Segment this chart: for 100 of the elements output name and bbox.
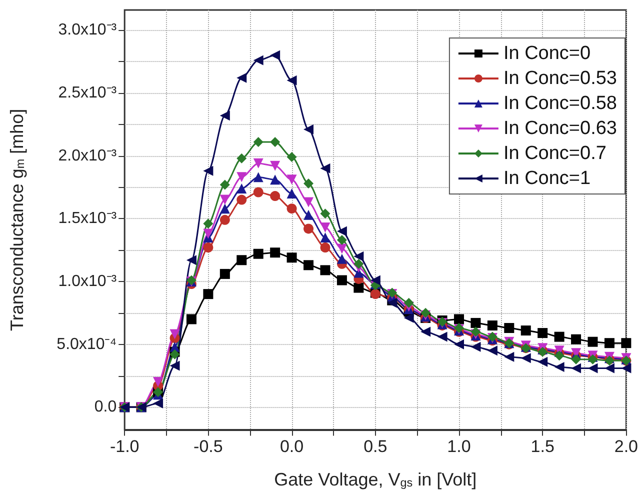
point xyxy=(470,318,481,328)
point xyxy=(588,363,598,374)
point xyxy=(504,352,514,362)
point xyxy=(220,194,230,205)
point xyxy=(320,265,330,276)
point xyxy=(236,172,247,182)
point xyxy=(170,360,180,371)
point xyxy=(420,326,431,337)
point xyxy=(270,50,280,60)
point xyxy=(538,328,548,338)
point xyxy=(236,153,247,164)
point xyxy=(470,326,481,337)
point xyxy=(304,178,314,188)
point xyxy=(354,258,364,269)
point xyxy=(304,260,314,270)
point xyxy=(354,282,364,293)
x-tick-label: -0.5 xyxy=(194,436,223,456)
point xyxy=(336,275,347,286)
point xyxy=(336,244,347,254)
y-tick-label: 1.5x10⁻³ xyxy=(58,210,118,228)
point xyxy=(621,338,632,348)
point xyxy=(470,342,481,352)
y-tick-label: 3.0x10⁻³ xyxy=(58,22,118,39)
point xyxy=(270,174,280,185)
point xyxy=(253,187,264,198)
point xyxy=(487,346,498,356)
point xyxy=(286,152,297,162)
point xyxy=(170,349,180,360)
legend-label: In Conc=1 xyxy=(503,168,591,189)
y-tick-label: 1.0x10⁻³ xyxy=(58,272,118,290)
point xyxy=(186,314,196,324)
point xyxy=(538,356,548,367)
point xyxy=(304,210,314,220)
point xyxy=(354,251,364,262)
point xyxy=(554,362,564,372)
x-tick-label: 0.5 xyxy=(364,436,388,456)
legend-label: In Conc=0.63 xyxy=(503,118,618,139)
point xyxy=(454,339,464,350)
point xyxy=(336,226,347,236)
point xyxy=(270,160,280,171)
point xyxy=(571,363,582,374)
point xyxy=(286,174,297,185)
point xyxy=(270,191,280,202)
point xyxy=(554,350,564,361)
point xyxy=(203,228,214,239)
point xyxy=(203,166,214,176)
point xyxy=(370,275,380,286)
point xyxy=(387,298,398,308)
point xyxy=(571,334,582,344)
point xyxy=(320,232,330,242)
point xyxy=(220,110,230,121)
point xyxy=(304,197,314,208)
point xyxy=(571,354,582,364)
point xyxy=(520,326,531,336)
legend-label: In Conc=0.58 xyxy=(503,93,618,114)
point xyxy=(320,242,330,253)
x-tick-label: 1.0 xyxy=(447,436,471,456)
x-tick-label: 2.0 xyxy=(614,436,638,456)
legend-label: In Conc=0.53 xyxy=(503,68,618,89)
x-tick-label: -1.0 xyxy=(110,436,140,456)
point xyxy=(588,354,598,364)
point xyxy=(253,55,264,66)
point xyxy=(320,163,330,174)
point xyxy=(253,136,264,147)
y-tick-label: 2.0x10⁻³ xyxy=(58,147,118,164)
point xyxy=(270,248,280,258)
point xyxy=(437,332,448,342)
point xyxy=(336,254,347,264)
point xyxy=(236,72,247,83)
point xyxy=(153,377,164,388)
point xyxy=(286,204,297,214)
point xyxy=(220,268,230,279)
point xyxy=(220,180,230,190)
y-tick-label: 0.0 xyxy=(94,398,117,416)
point xyxy=(236,183,247,194)
point xyxy=(186,255,196,266)
point xyxy=(520,353,531,364)
point xyxy=(286,75,297,86)
point xyxy=(320,222,330,232)
y-tick-label: 5.0x10⁻⁴ xyxy=(56,336,117,353)
point xyxy=(253,158,264,168)
point xyxy=(487,320,498,330)
point xyxy=(554,332,564,342)
point xyxy=(236,194,247,205)
point xyxy=(203,218,214,229)
point xyxy=(304,224,314,234)
point xyxy=(621,363,632,374)
legend-label: In Conc=0.7 xyxy=(503,143,606,164)
point xyxy=(420,308,431,318)
x-tick-label: 0.0 xyxy=(280,436,304,456)
point xyxy=(170,329,180,340)
point xyxy=(286,188,297,199)
point xyxy=(253,248,264,259)
point xyxy=(220,214,230,225)
point xyxy=(504,322,514,333)
point xyxy=(604,338,614,348)
point xyxy=(286,252,297,263)
point xyxy=(404,298,414,308)
y-axis-title: Transconductance gm [mho] xyxy=(7,108,28,331)
point xyxy=(203,289,214,300)
